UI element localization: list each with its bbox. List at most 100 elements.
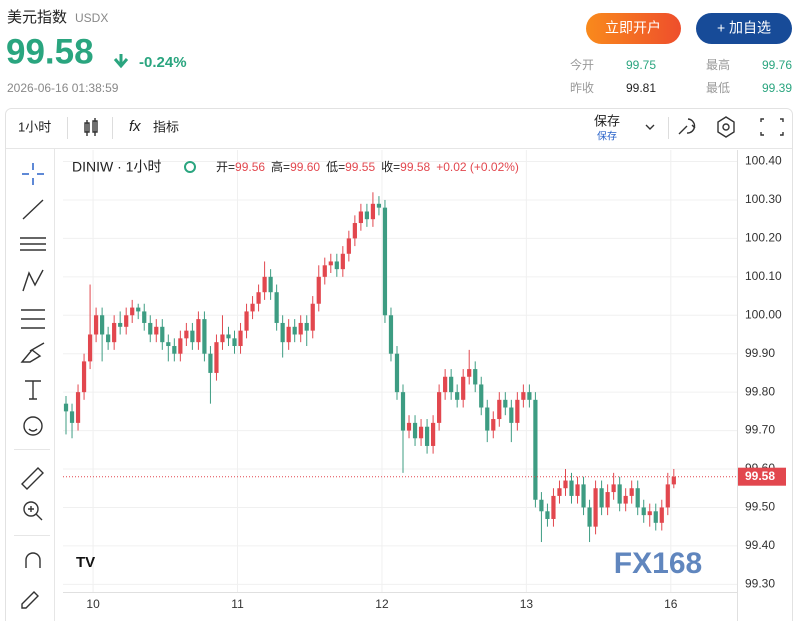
zoom-tool[interactable] xyxy=(23,501,39,517)
candle-body xyxy=(443,376,448,393)
y-tick-label: 100.30 xyxy=(745,192,782,206)
candle-body xyxy=(587,507,592,527)
zoom-plus[interactable] xyxy=(28,506,43,521)
datetime: 2026-06-16 01:38:59 xyxy=(7,81,119,95)
candle-body xyxy=(653,511,658,523)
candle-body xyxy=(106,334,111,343)
candle-body xyxy=(437,392,442,423)
y-tick-label: 99.90 xyxy=(745,346,775,360)
candle-body xyxy=(63,403,69,412)
y-tick-label: 100.00 xyxy=(745,307,782,321)
candle-body xyxy=(394,353,400,393)
crosshair-tool[interactable] xyxy=(22,163,44,185)
candle-body xyxy=(208,353,213,373)
stat-value: 99.81 xyxy=(626,81,656,95)
chevron[interactable] xyxy=(645,124,655,130)
interval[interactable]: 1小时 xyxy=(18,119,51,134)
candle-body xyxy=(358,211,363,224)
candle-body xyxy=(473,369,478,385)
chart-panel xyxy=(5,108,793,621)
candle-body xyxy=(220,334,225,343)
candle-body xyxy=(232,338,237,347)
candle-body xyxy=(593,488,598,527)
candle-body xyxy=(226,334,231,339)
open-account-label[interactable]: 立即开户 xyxy=(605,20,661,36)
open-account-button[interactable] xyxy=(586,13,681,44)
candle-body xyxy=(467,369,472,377)
candle-body xyxy=(274,292,279,323)
quick-search-icon[interactable] xyxy=(678,118,696,135)
candle-body xyxy=(310,303,315,331)
x-tick-label: 11 xyxy=(231,597,244,611)
fib-tool[interactable] xyxy=(21,309,45,329)
y-tick-label: 99.80 xyxy=(745,384,775,398)
settings-icon-center[interactable] xyxy=(722,123,730,131)
candle-body xyxy=(81,361,87,393)
settings-icon[interactable] xyxy=(717,116,735,138)
lock-draw-tool[interactable] xyxy=(21,591,39,609)
candle-icon[interactable] xyxy=(84,118,98,136)
tv-logo: TV xyxy=(76,554,95,571)
indicators[interactable]: 指标 xyxy=(153,119,179,134)
candle-body xyxy=(623,495,628,504)
candle-body xyxy=(479,384,484,408)
brush-tool[interactable] xyxy=(20,342,45,363)
candle-body xyxy=(545,511,550,519)
y-tick-label: 99.30 xyxy=(745,576,775,590)
candle-body xyxy=(340,253,345,270)
watchlist-label[interactable]: + 加自选 xyxy=(717,20,771,36)
candle-body xyxy=(136,307,141,312)
channel-tool[interactable] xyxy=(20,237,46,251)
candle-body xyxy=(647,511,652,516)
x-tick-label: 13 xyxy=(520,597,534,611)
candle-body xyxy=(551,495,556,519)
x-tick-label: 16 xyxy=(664,597,678,611)
fx-icon[interactable]: fx xyxy=(129,118,141,135)
candle-body xyxy=(521,392,526,400)
candle-body xyxy=(322,265,327,277)
stat-label: 最低 xyxy=(706,81,730,95)
magnet-tool[interactable] xyxy=(25,552,41,568)
save[interactable]: 保存 xyxy=(594,113,620,128)
pattern-tool[interactable] xyxy=(22,269,44,292)
candle-body xyxy=(557,488,562,496)
candle-body xyxy=(509,407,514,423)
fullscreen-icon[interactable] xyxy=(760,118,784,136)
candle-body xyxy=(124,315,129,327)
candle-body xyxy=(388,315,394,354)
symbol-icon xyxy=(184,161,196,173)
candle-body xyxy=(93,315,99,335)
candle-body xyxy=(533,399,538,500)
legend-label: 低= xyxy=(326,160,345,174)
candle-body xyxy=(214,342,219,373)
text-tool[interactable] xyxy=(25,380,41,400)
y-tick-label: 99.50 xyxy=(745,500,775,514)
emoji-smile[interactable] xyxy=(28,428,38,432)
stat-label: 最高 xyxy=(706,57,730,72)
emoji-tool[interactable] xyxy=(23,416,43,436)
save-sub[interactable]: 保存 xyxy=(597,130,617,143)
y-tick-label: 100.10 xyxy=(745,269,782,283)
candle-body xyxy=(430,422,436,446)
ohlc-legend: 开=99.56 高=99.60 低=99.55 收=99.58 +0.02 (+0.02… xyxy=(216,159,519,174)
last-price-box xyxy=(738,467,786,486)
ruler-tool[interactable] xyxy=(21,467,44,490)
stat-label: 今开 xyxy=(570,57,594,72)
candle-body xyxy=(418,426,424,439)
candle-body xyxy=(316,276,321,304)
candle-body xyxy=(256,292,261,304)
candle-body xyxy=(69,411,75,423)
candle-body xyxy=(268,276,273,293)
candle-type-icon[interactable] xyxy=(84,118,98,136)
candle-body xyxy=(148,322,153,335)
legend-value: 99.60 xyxy=(290,160,320,174)
x-tick-label: 10 xyxy=(86,597,100,611)
candle-body xyxy=(262,276,267,293)
watchlist-button[interactable] xyxy=(696,13,792,44)
candle-body xyxy=(449,376,454,393)
legend-value: 99.56 xyxy=(235,160,265,174)
candle-body xyxy=(328,261,333,266)
line-tool[interactable] xyxy=(22,199,44,220)
y-tick-label: 100.20 xyxy=(745,231,782,245)
